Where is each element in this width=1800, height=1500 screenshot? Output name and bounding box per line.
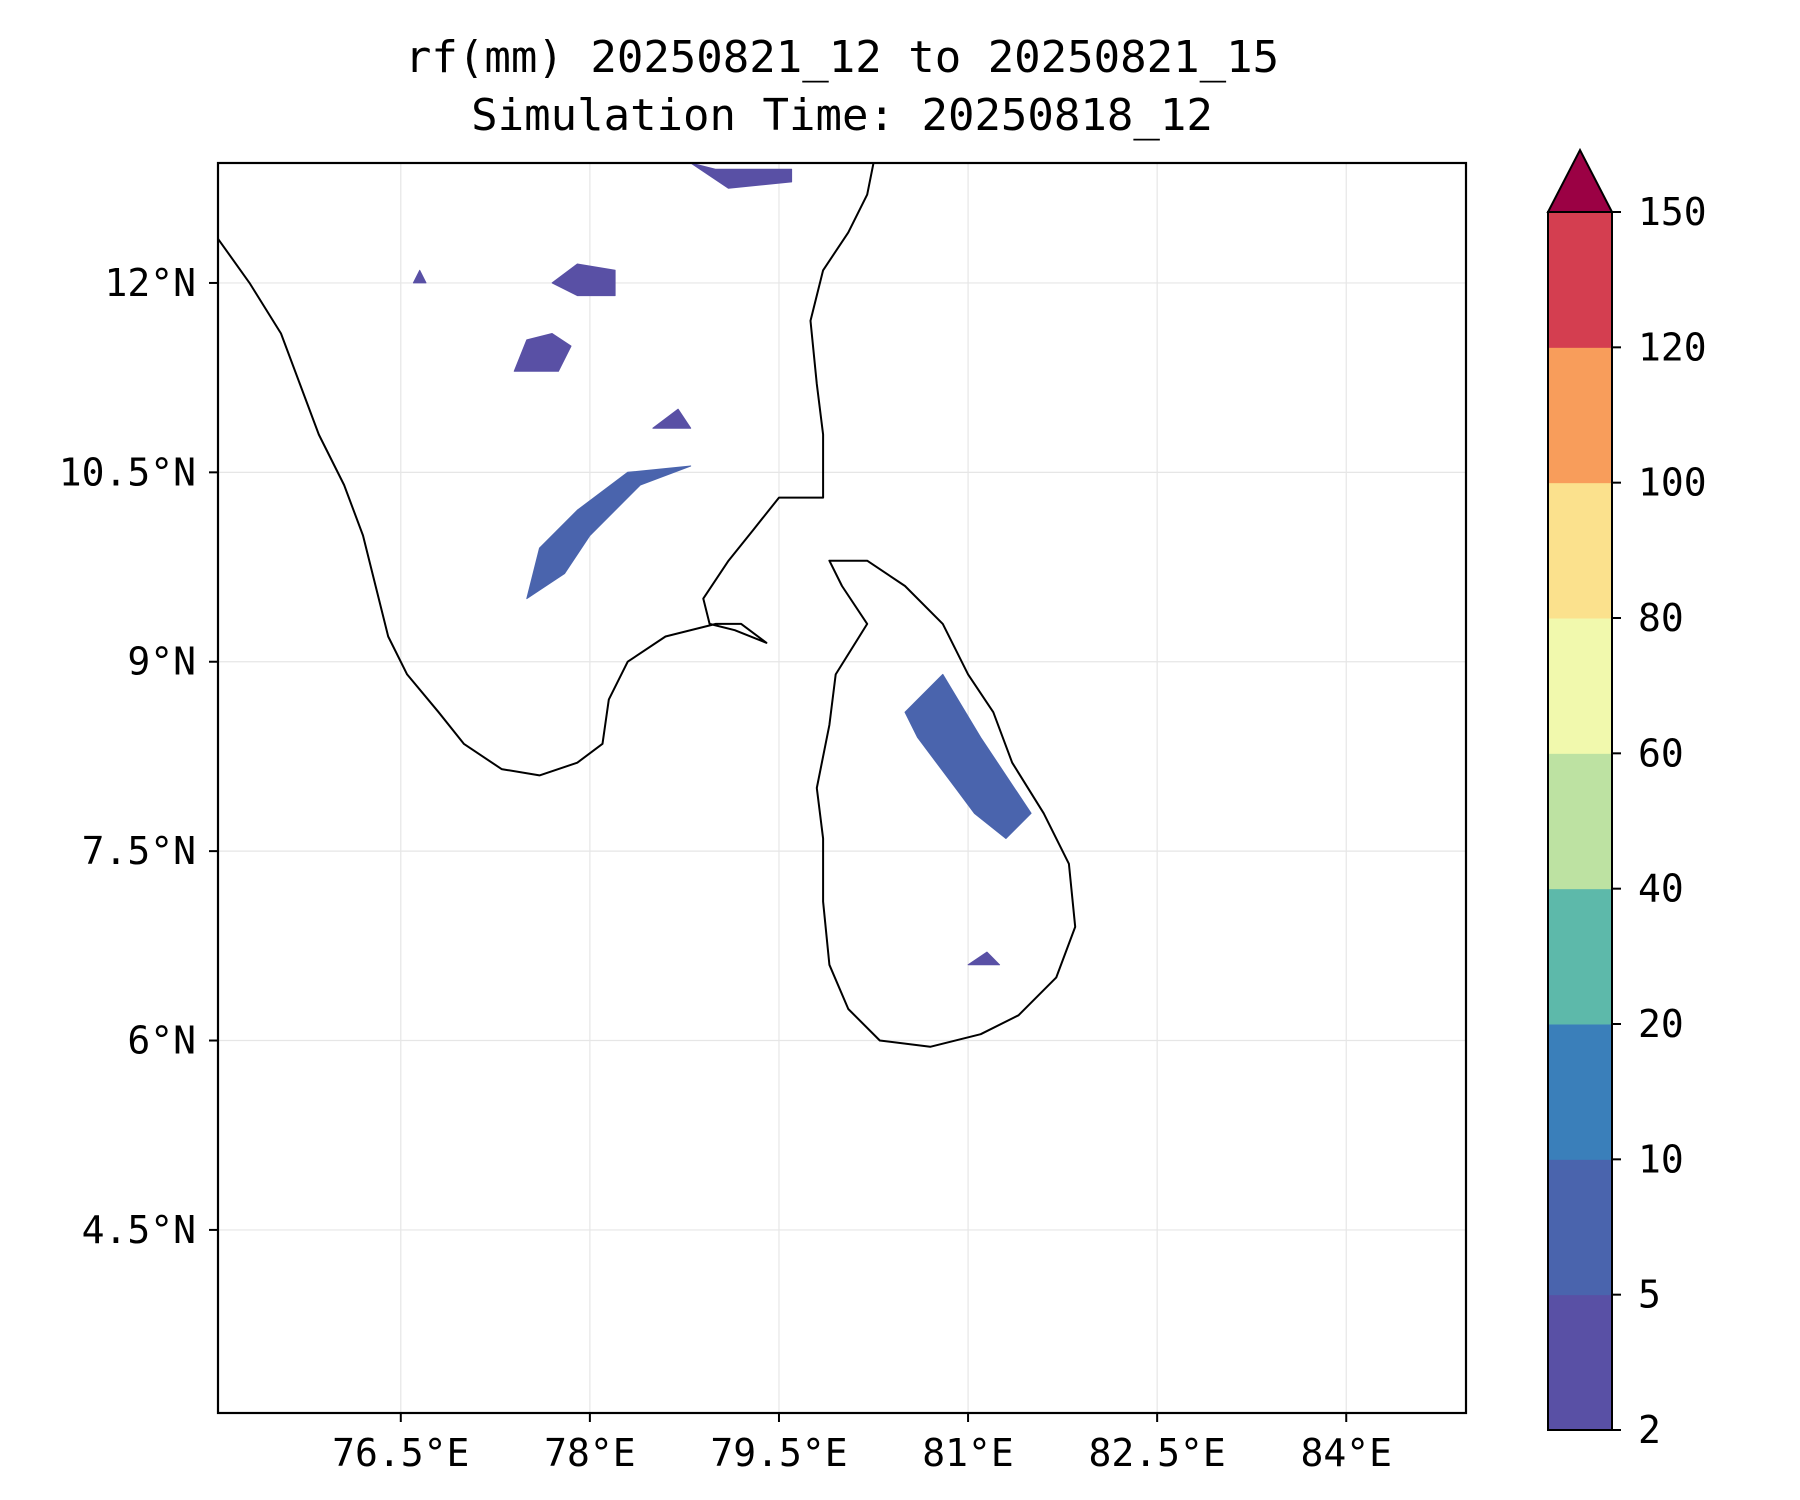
rainfall-field <box>412 163 1032 966</box>
lon-tick-label: 82.5°E <box>1089 1431 1226 1475</box>
lon-tick-label: 78°E <box>544 1431 636 1475</box>
map-title: rf(mm) 20250821_12 to 20250821_15 <box>404 32 1280 83</box>
latitude-axis: 12°N 10.5°N 9°N 7.5°N 6°N 4.5°N <box>59 261 218 1252</box>
colorbar-segment <box>1548 888 1612 1025</box>
rain-area <box>652 408 692 429</box>
coastline-sri-lanka <box>815 559 1077 1048</box>
map-subtitle: Simulation Time: 20250818_12 <box>471 90 1213 141</box>
rain-area <box>526 465 692 600</box>
colorbar-segment <box>1548 618 1612 754</box>
colorbar-tick-label: 5 <box>1638 1273 1661 1317</box>
colorbar-segment <box>1548 1294 1612 1431</box>
colorbar-segment <box>1548 482 1612 619</box>
lon-tick-label: 79.5°E <box>710 1431 847 1475</box>
colorbar-tick-label: 60 <box>1638 731 1684 775</box>
colorbar-tick-label: 150 <box>1638 190 1707 234</box>
coastline-india <box>218 163 875 777</box>
lat-tick-label: 4.5°N <box>82 1208 196 1252</box>
lon-tick-label: 76.5°E <box>332 1431 469 1475</box>
rain-area <box>690 163 793 189</box>
longitude-axis: 76.5°E 78°E 79.5°E 81°E 82.5°E 84°E <box>332 1413 1392 1475</box>
gridlines <box>218 163 1466 1413</box>
map-frame <box>216 161 1468 1415</box>
map-background <box>218 163 1466 1413</box>
rain-area <box>513 333 572 372</box>
rain-area <box>967 951 1001 966</box>
rain-area <box>551 263 616 297</box>
lat-tick-label: 10.5°N <box>59 450 196 494</box>
colorbar-segment <box>1548 753 1612 890</box>
colorbar-tick-label: 80 <box>1638 596 1684 640</box>
colorbar-tick-label: 120 <box>1638 325 1707 369</box>
lon-tick-label: 84°E <box>1300 1431 1392 1475</box>
colorbar-tick-label: 40 <box>1638 867 1684 911</box>
colorbar-tick-label: 2 <box>1638 1408 1661 1452</box>
lon-tick-label: 81°E <box>922 1431 1014 1475</box>
lat-tick-label: 7.5°N <box>82 829 196 873</box>
colorbar: 2 5 10 20 40 60 80 100 120 150 <box>1546 147 1707 1452</box>
rain-area <box>412 269 427 284</box>
lat-tick-label: 12°N <box>104 261 196 305</box>
colorbar-extend-arrow <box>1546 147 1614 213</box>
colorbar-segment <box>1548 1159 1612 1296</box>
colorbar-segment <box>1548 347 1612 484</box>
colorbar-tick-label: 10 <box>1638 1137 1684 1181</box>
lat-tick-label: 9°N <box>127 640 196 684</box>
colorbar-tick-label: 100 <box>1638 461 1707 505</box>
rain-area <box>904 673 1032 839</box>
colorbar-frame <box>1547 211 1613 1431</box>
colorbar-segment <box>1548 212 1612 348</box>
colorbar-tick-label: 20 <box>1638 1002 1684 1046</box>
coastlines <box>218 163 1077 1048</box>
colorbar-segment <box>1548 1024 1612 1160</box>
lat-tick-label: 6°N <box>127 1019 196 1063</box>
